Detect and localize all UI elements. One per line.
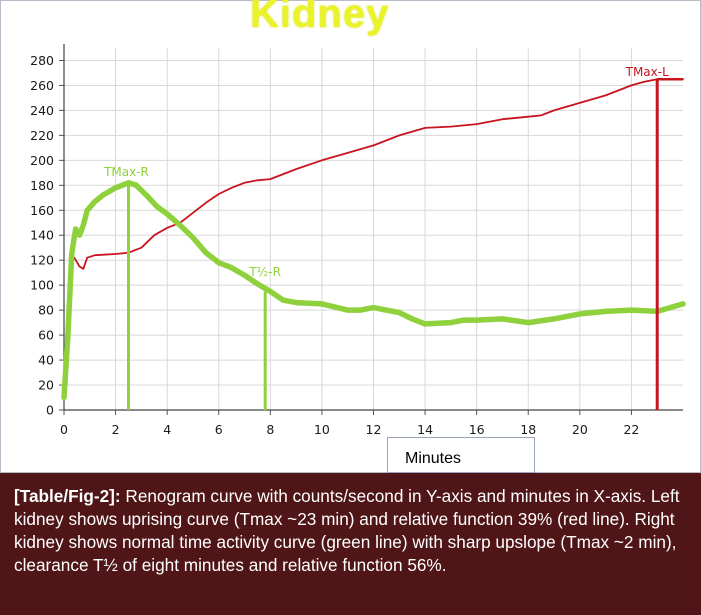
- marker-label: TMax-L: [625, 65, 669, 79]
- figure-caption: [Table/Fig-2]: Renogram curve with count…: [0, 473, 701, 615]
- marker-label: T½-R: [248, 265, 281, 279]
- y-tick-label: 0: [46, 403, 54, 418]
- x-tick-label: 2: [112, 422, 120, 437]
- x-tick-label: 0: [60, 422, 68, 437]
- x-tick-label: 12: [366, 422, 382, 437]
- y-tick-label: 160: [30, 203, 54, 218]
- x-axis-label-box: Minutes: [387, 437, 535, 473]
- y-tick-label: 180: [30, 178, 54, 193]
- x-tick-label: 4: [163, 422, 171, 437]
- grid: [64, 48, 683, 410]
- x-axis-label: Minutes: [405, 450, 462, 467]
- axes: [59, 44, 683, 415]
- marker-label: TMax-R: [103, 165, 149, 179]
- marker-lines: TMax-R T½-R TMax-L: [103, 65, 683, 410]
- y-tick-labels: 0 20 40 60 80 100 120 140 160 180 200 220 240 260 280: [30, 53, 54, 418]
- series-lines: [61, 78, 686, 401]
- y-tick-label: 140: [30, 228, 54, 243]
- x-tick-label: 16: [469, 422, 485, 437]
- caption-text: Renogram curve with counts/second in Y-a…: [14, 486, 680, 575]
- y-tick-label: 60: [38, 328, 54, 343]
- y-tick-label: 220: [30, 128, 54, 143]
- series-line-left-kidney: [63, 78, 684, 393]
- x-tick-labels: 0 2 4 6 8 10 12 14 16 18 20 22: [60, 422, 639, 437]
- renogram-plot: 020406080100120140160180200220240260280 …: [30, 44, 686, 437]
- y-tick-label: 120: [30, 253, 54, 268]
- y-tick-label: 240: [30, 103, 54, 118]
- y-tick-label: 20: [38, 378, 54, 393]
- y-tick-label: 80: [38, 303, 54, 318]
- y-tick-label: 280: [30, 53, 54, 68]
- x-tick-label: 20: [572, 422, 588, 437]
- x-tick-label: 22: [623, 422, 639, 437]
- y-tick-label: 100: [30, 278, 54, 293]
- y-tick-label: 40: [38, 353, 54, 368]
- series-line-right-kidney: [61, 180, 686, 401]
- x-tick-label: 6: [215, 422, 223, 437]
- chart-title: Kidney: [250, 0, 390, 36]
- x-tick-label: 18: [520, 422, 536, 437]
- chart-area: Kidney 0 20 40 60 80 100 120 140 160 180 200 220 240…: [0, 0, 701, 473]
- y-tick-label: 200: [30, 153, 54, 168]
- x-tick-label: 8: [266, 422, 274, 437]
- y-tick-label: 260: [30, 78, 54, 93]
- caption-reference: [Table/Fig-2]:: [14, 486, 121, 506]
- x-tick-label: 14: [417, 422, 433, 437]
- x-tick-label: 10: [314, 422, 330, 437]
